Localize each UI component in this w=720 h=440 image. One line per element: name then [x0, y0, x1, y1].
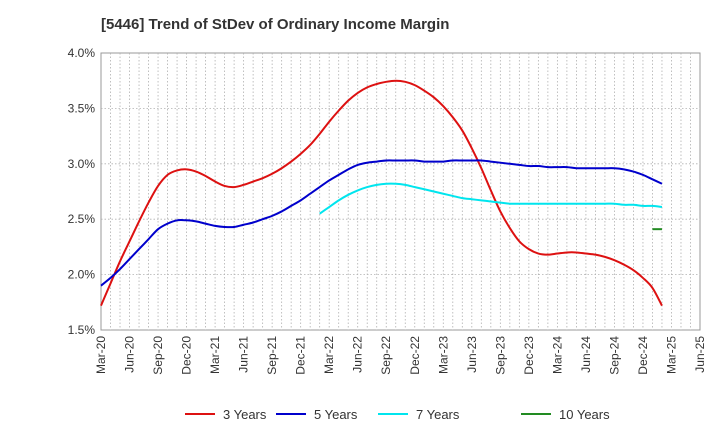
- x-axis-ticks: Mar-20 Jun-20 Sep-20 Dec-20 Mar-21 Jun-21 Sep-…: [94, 336, 707, 375]
- y-tick-label: 3.5%: [68, 101, 96, 115]
- y-tick-label: 2.0%: [68, 268, 96, 282]
- x-tick-label: Sep-20: [151, 336, 165, 375]
- y-tick-label: 4.0%: [68, 46, 96, 60]
- x-tick-label: Dec-21: [294, 336, 308, 375]
- x-tick-label: Dec-24: [636, 336, 650, 375]
- x-tick-label: Mar-25: [664, 336, 678, 374]
- legend-item-7-years: 7 Years: [378, 407, 460, 422]
- x-tick-label: Mar-23: [436, 336, 450, 374]
- x-tick-label: Mar-20: [94, 336, 108, 374]
- x-tick-label: Jun-21: [237, 336, 251, 373]
- legend-item-10-years: 10 Years: [521, 407, 610, 422]
- x-tick-label: Mar-21: [208, 336, 222, 374]
- series-line-5-years: [100, 159, 663, 287]
- legend-label: 3 Years: [223, 407, 267, 422]
- x-tick-label: Jun-23: [465, 336, 479, 373]
- legend: 3 Years 5 Years 7 Years 10 Years: [185, 407, 610, 422]
- series-lines: [100, 79, 663, 307]
- x-tick-label: Jun-22: [351, 336, 365, 373]
- x-tick-label: Sep-23: [493, 336, 507, 375]
- gridlines: [101, 53, 700, 330]
- y-tick-label: 1.5%: [68, 323, 96, 337]
- plot-area: [100, 52, 701, 331]
- x-tick-label: Jun-25: [693, 336, 707, 373]
- chart-title: [5446] Trend of StDev of Ordinary Income…: [101, 16, 449, 33]
- legend-item-5-years: 5 Years: [276, 407, 358, 422]
- y-tick-label: 2.5%: [68, 212, 96, 226]
- x-tick-label: Sep-22: [379, 336, 393, 375]
- y-axis-ticks: 1.5% 2.0% 2.5% 3.0% 3.5% 4.0%: [68, 46, 96, 337]
- x-tick-label: Sep-24: [607, 336, 621, 375]
- x-tick-label: Mar-22: [322, 336, 336, 374]
- legend-label: 10 Years: [559, 407, 610, 422]
- x-tick-label: Dec-20: [180, 336, 194, 375]
- y-tick-label: 3.0%: [68, 157, 96, 171]
- x-tick-label: Mar-24: [550, 336, 564, 374]
- x-tick-label: Dec-22: [408, 336, 422, 375]
- x-tick-label: Sep-21: [265, 336, 279, 375]
- x-tick-label: Jun-20: [123, 336, 137, 373]
- legend-label: 5 Years: [314, 407, 358, 422]
- series-line-7-years: [319, 182, 663, 215]
- series-line-3-years: [100, 79, 663, 307]
- x-tick-label: Dec-23: [522, 336, 536, 375]
- x-tick-label: Jun-24: [579, 336, 593, 373]
- legend-label: 7 Years: [416, 407, 460, 422]
- legend-item-3-years: 3 Years: [185, 407, 267, 422]
